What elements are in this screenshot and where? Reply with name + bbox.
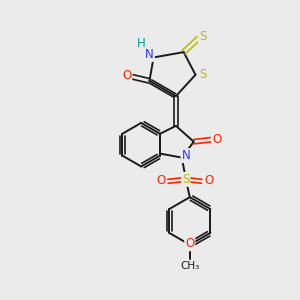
Text: S: S — [200, 68, 207, 81]
Text: S: S — [182, 173, 190, 186]
Text: O: O — [212, 133, 221, 146]
Text: S: S — [199, 30, 206, 43]
Text: O: O — [156, 174, 166, 187]
Text: N: N — [182, 149, 190, 162]
Text: O: O — [204, 174, 213, 187]
Text: N: N — [145, 48, 154, 61]
Text: O: O — [122, 69, 131, 82]
Text: H: H — [137, 37, 146, 50]
Text: CH₃: CH₃ — [180, 261, 200, 271]
Text: O: O — [185, 237, 194, 250]
